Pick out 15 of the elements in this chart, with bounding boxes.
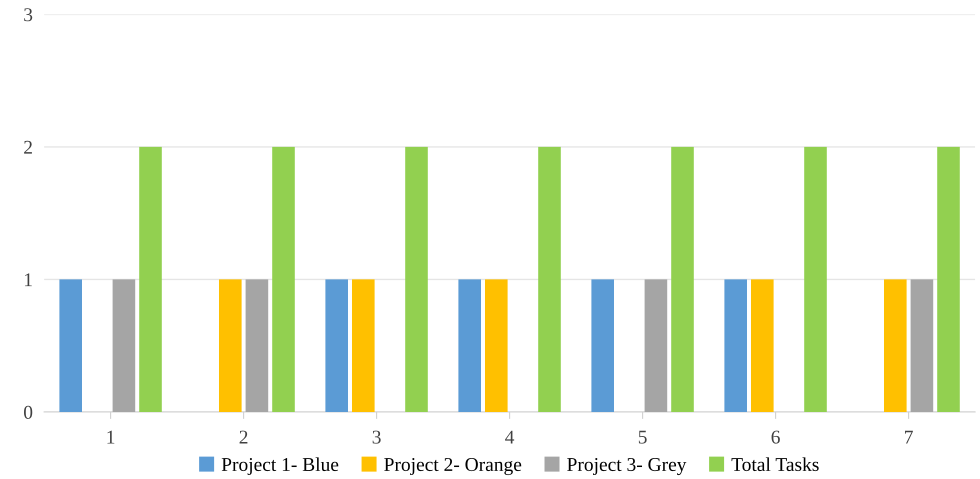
x-tick-label: 4 [505, 430, 514, 444]
y-tick-label: 3 [24, 8, 32, 22]
x-tick-label: 5 [638, 430, 647, 444]
legend-label: Project 3- Grey [567, 458, 686, 476]
x-tick-label: 7 [905, 430, 913, 444]
y-tick-label: 0 [24, 406, 32, 419]
x-tick-label: 6 [772, 430, 780, 444]
legend-label: Total Tasks [732, 457, 819, 472]
y-tick-label: 2 [24, 140, 32, 154]
legend-label: Project 1- Blue [222, 457, 338, 476]
x-tick-label: 1 [107, 430, 114, 444]
x-tick-label: 2 [240, 430, 248, 444]
x-tick-label: 3 [372, 430, 381, 444]
legend-label: Project 2- Orange [384, 458, 522, 476]
y-tick-label: 1 [24, 273, 32, 286]
